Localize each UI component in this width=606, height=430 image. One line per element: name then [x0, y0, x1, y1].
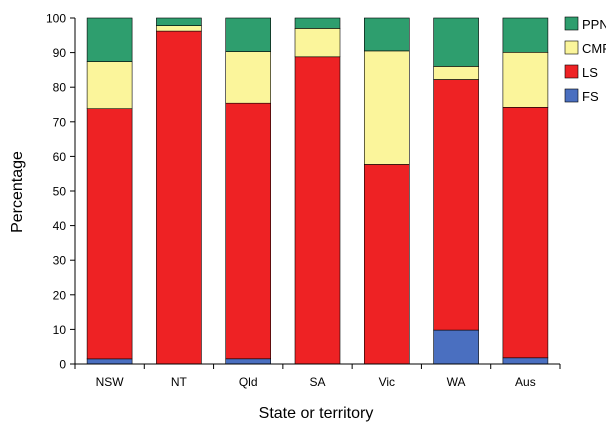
- bar-segment-fs-qld: [225, 358, 271, 365]
- bar-segment-fs-aus: [502, 357, 549, 365]
- bar-segment-ls-vic: [363, 164, 410, 365]
- x-tick-label-qld: Qld: [239, 375, 258, 389]
- legend-swatch-ppng: [564, 16, 579, 31]
- y-axis-label: Percentage: [9, 151, 26, 233]
- bar-segment-ls-qld: [225, 102, 271, 360]
- x-axis-label: State or territory: [259, 405, 374, 422]
- x-tick-label-sa: SA: [309, 375, 325, 389]
- legend-swatch-fs: [564, 88, 579, 103]
- bar-segment-ls-nt: [156, 30, 202, 365]
- bar-segment-cmrp-sa: [294, 28, 341, 58]
- bar-segment-ls-wa: [433, 79, 479, 331]
- y-tick-label-100: 100: [46, 12, 66, 26]
- y-tick-labels: 0 10 20 30 40 50 60 70 80 90 100: [46, 12, 66, 372]
- legend-swatch-ls: [564, 64, 579, 79]
- legend: PPNG CMRP LS FS: [564, 16, 606, 104]
- x-tick-labels: NSW NT Qld SA Vic WA Aus: [96, 375, 536, 389]
- x-tick-label-aus: Aus: [515, 375, 536, 389]
- bar-segment-ls-aus: [502, 107, 549, 359]
- y-tick-label-90: 90: [53, 46, 67, 60]
- legend-label-ls: LS: [582, 65, 598, 80]
- bar-segment-cmrp-nsw: [86, 61, 133, 109]
- legend-swatch-cmrp: [564, 40, 579, 55]
- bar-segment-ppng-aus: [502, 17, 549, 53]
- bar-segment-ls-sa: [294, 56, 341, 365]
- bar-segment-cmrp-wa: [433, 66, 479, 80]
- y-tick-label-40: 40: [53, 219, 67, 233]
- bar-segment-cmrp-qld: [225, 51, 271, 104]
- bar-segment-cmrp-vic: [363, 50, 410, 165]
- legend-label-ppng: PPNG: [582, 17, 606, 32]
- bar-segment-ls-nsw: [86, 108, 133, 360]
- x-tick-label-vic: Vic: [379, 375, 395, 389]
- x-tick-label-nsw: NSW: [96, 375, 125, 389]
- legend-label-fs: FS: [582, 89, 599, 104]
- y-tick-label-70: 70: [53, 115, 67, 129]
- bar-segment-ppng-sa: [294, 17, 341, 29]
- bar-segment-fs-wa: [433, 329, 479, 365]
- y-tick-label-20: 20: [53, 288, 67, 302]
- bar-segment-ppng-wa: [433, 17, 479, 67]
- y-tick-label-60: 60: [53, 150, 67, 164]
- axes-group: [70, 17, 561, 369]
- bars-group: [86, 17, 549, 365]
- y-tick-label-30: 30: [53, 254, 67, 268]
- legend-label-cmrp: CMRP: [582, 41, 606, 56]
- bar-segment-ppng-nt: [156, 17, 202, 26]
- bar-segment-cmrp-aus: [502, 51, 549, 108]
- bar-segment-ppng-qld: [225, 17, 271, 52]
- bar-segment-cmrp-nt: [156, 25, 202, 32]
- x-tick-label-wa: WA: [447, 375, 466, 389]
- bar-segment-fs-nsw: [86, 358, 133, 365]
- y-tick-label-0: 0: [59, 358, 66, 372]
- y-tick-label-80: 80: [53, 81, 67, 95]
- bar-segment-ppng-vic: [363, 17, 410, 52]
- y-tick-label-50: 50: [53, 185, 67, 199]
- bar-segment-ppng-nsw: [86, 17, 133, 62]
- x-tick-label-nt: NT: [171, 375, 188, 389]
- y-tick-label-10: 10: [53, 323, 67, 337]
